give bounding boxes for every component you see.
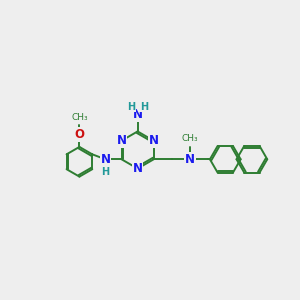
Text: N: N [100,153,110,166]
Text: N: N [185,153,195,166]
Text: H: H [140,102,148,112]
Text: N: N [133,108,142,121]
Text: N: N [133,162,142,175]
Text: O: O [74,128,84,141]
Text: N: N [116,134,127,147]
Text: N: N [149,134,159,147]
Text: H: H [128,102,136,112]
Text: CH₃: CH₃ [182,134,198,143]
Text: H: H [101,167,110,177]
Text: CH₃: CH₃ [71,112,88,122]
